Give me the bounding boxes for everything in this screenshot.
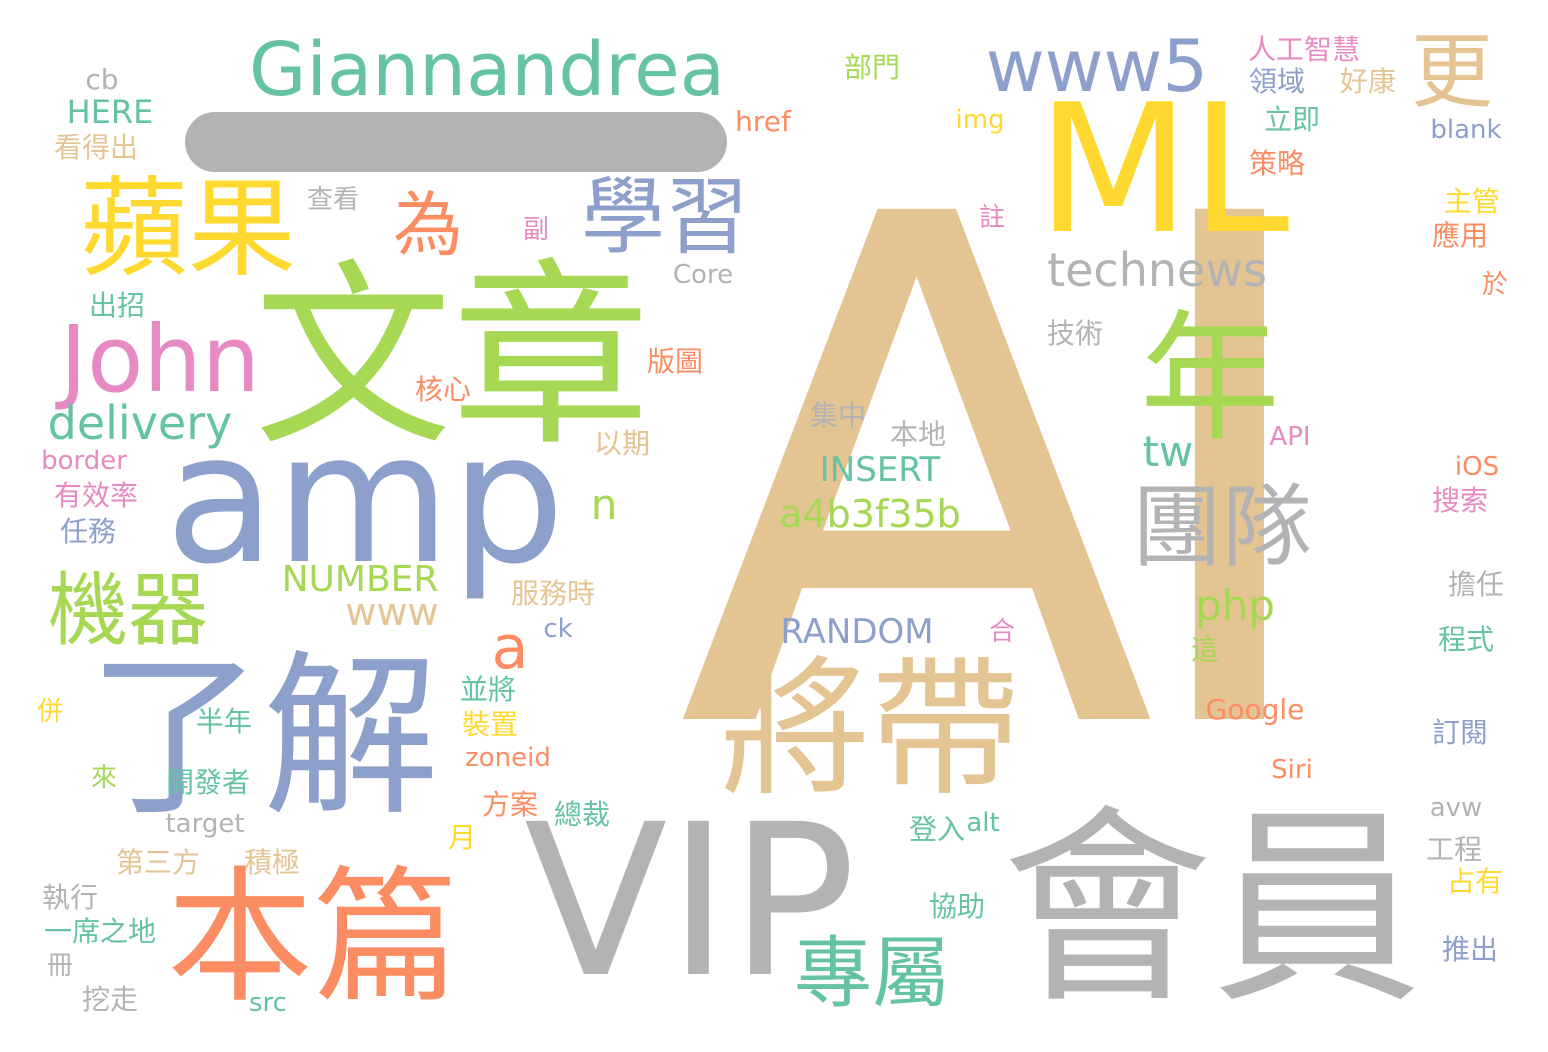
cloud-word: 技術 xyxy=(1046,317,1104,350)
cloud-word: 蘋果 xyxy=(79,167,297,292)
cloud-word: 挖走 xyxy=(81,983,139,1016)
cloud-word: href xyxy=(735,105,791,138)
cloud-word: php xyxy=(1195,581,1275,630)
cloud-word: 冊 xyxy=(46,951,74,981)
cloud-word: 月 xyxy=(447,821,477,854)
cloud-word: 本篇 xyxy=(167,853,459,1023)
cloud-word: 註 xyxy=(978,203,1006,233)
cloud-word: 主管 xyxy=(1443,185,1501,218)
cloud-word: 立即 xyxy=(1263,103,1321,136)
cloud-word: 並將 xyxy=(459,673,517,706)
cloud-word: Core xyxy=(672,260,734,290)
cloud-word: img xyxy=(955,105,1005,135)
cloud-word: Giannandrea xyxy=(249,27,725,113)
cloud-word: 機器 xyxy=(48,564,208,657)
cloud-word: 部門 xyxy=(843,51,901,84)
cloud-word: API xyxy=(1269,422,1311,452)
cloud-word: 團隊 xyxy=(1132,475,1312,580)
cloud-word: 策略 xyxy=(1248,147,1306,180)
cloud-word: 看得出 xyxy=(53,131,139,164)
cloud-word: zoneid xyxy=(465,743,551,773)
cloud-word: 協助 xyxy=(928,890,986,923)
cloud-word: 年 xyxy=(1139,298,1281,461)
cloud-word: NUMBER xyxy=(281,559,439,600)
cloud-word: 版圖 xyxy=(646,345,704,378)
cloud-word: Siri xyxy=(1271,755,1313,785)
cloud-word: 應用 xyxy=(1431,219,1489,252)
cloud-word: 來 xyxy=(90,763,118,793)
cloud-word: target xyxy=(165,809,245,839)
cloud-word: 查看 xyxy=(306,185,360,215)
cloud-word: iOS xyxy=(1454,452,1500,482)
cloud-word: 集中 xyxy=(809,399,867,432)
cloud-word: alt xyxy=(966,808,1000,838)
cloud-word: 以期 xyxy=(593,427,651,460)
cloud-word: 登入 xyxy=(908,813,966,846)
cloud-word: 推出 xyxy=(1441,933,1499,966)
cloud-word: 有效率 xyxy=(53,479,139,512)
cloud-word: 服務時 xyxy=(510,577,596,610)
cloud-word: 擔任 xyxy=(1447,568,1505,601)
cloud-word: 總裁 xyxy=(553,798,611,831)
cloud-word: a4b3f35b xyxy=(779,492,961,536)
cloud-word: 會員 xyxy=(1001,787,1423,1032)
cloud-word: 裝置 xyxy=(461,708,519,741)
cloud-word: 程式 xyxy=(1437,623,1495,656)
cloud-word: 好康 xyxy=(1339,65,1397,98)
cloud-word: VIP xyxy=(523,779,857,1024)
cloud-word: 方案 xyxy=(481,788,539,821)
cloud-word: technews xyxy=(1047,243,1267,297)
cloud-word: 併 xyxy=(36,697,64,727)
cloud-word: HERE xyxy=(66,93,154,131)
cloud-word: John xyxy=(59,306,261,413)
cloud-word: 學習 xyxy=(580,168,750,266)
cloud-word: 任務 xyxy=(59,515,117,548)
cloud-word: 一席之地 xyxy=(43,915,157,948)
cloud-word: ML xyxy=(1036,66,1290,273)
cloud-word: 領域 xyxy=(1248,65,1306,98)
cloud-word: blank xyxy=(1430,115,1502,145)
cloud-word: 副 xyxy=(522,215,550,245)
cloud-word: 將帶 xyxy=(719,643,1021,817)
cloud-word: 開發者 xyxy=(165,766,251,799)
cloud-word: tw xyxy=(1142,427,1194,476)
cloud-word: 積極 xyxy=(243,846,301,879)
cloud-word: 更 xyxy=(1410,25,1494,120)
cloud-word: 人工智慧 xyxy=(1247,33,1361,66)
cloud-word: src xyxy=(249,988,287,1018)
cloud-word: delivery xyxy=(47,396,233,450)
cloud-word: 核心 xyxy=(414,373,472,406)
cloud-word: Google xyxy=(1205,693,1305,726)
cloud-word: www5 xyxy=(985,24,1209,108)
cloud-word: amp xyxy=(165,395,565,604)
cloud-word: ck xyxy=(543,614,573,644)
cloud-word: n xyxy=(590,480,618,529)
cloud-word: 訂閱 xyxy=(1431,716,1489,749)
cloud-word: 本地 xyxy=(889,418,947,451)
cloud-word: 執行 xyxy=(41,881,99,914)
cloud-word: INSERT xyxy=(819,450,941,490)
cloud-word: 了解 xyxy=(86,635,440,840)
cloud-word: 占有 xyxy=(1446,865,1504,898)
cloud-word: 專屬 xyxy=(793,929,951,1019)
cloud-word: 文章 xyxy=(254,242,650,473)
cloud-word: 出招 xyxy=(88,289,146,322)
cloud-word: 為 xyxy=(393,184,463,266)
cloud-word: cb xyxy=(85,63,119,96)
cloud-word: www xyxy=(345,590,439,634)
cloud-word: border xyxy=(41,446,127,476)
cloud-word: RANDOM xyxy=(780,612,934,652)
cloud-word: avw xyxy=(1429,793,1483,823)
cloud-word: 搜索 xyxy=(1431,484,1489,517)
cloud-word: AI xyxy=(677,70,1332,885)
cloud-word: 半年 xyxy=(195,705,253,738)
redacted-bar xyxy=(185,112,727,172)
cloud-word: a xyxy=(491,613,529,683)
cloud-word: 這 xyxy=(1190,633,1220,666)
cloud-word: 於 xyxy=(1481,270,1509,300)
cloud-word: 第三方 xyxy=(115,846,201,879)
cloud-word: 合 xyxy=(988,617,1016,647)
cloud-word: 工程 xyxy=(1425,833,1483,866)
